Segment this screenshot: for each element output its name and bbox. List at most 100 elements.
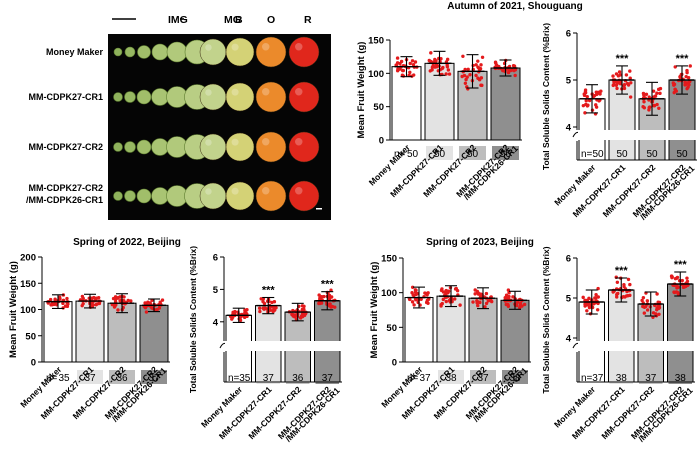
y-axis-label: Mean Fruit Weight (g): [356, 42, 367, 139]
data-point: [245, 307, 249, 312]
data-point: [158, 300, 162, 304]
data-point: [414, 298, 418, 302]
n-label: 35: [58, 373, 70, 384]
data-point: [144, 310, 149, 314]
data-point: [618, 73, 623, 77]
data-point: [400, 73, 405, 77]
data-point: [410, 285, 415, 289]
data-point: [445, 63, 449, 67]
bar-break-gap: [638, 130, 666, 140]
bar: [139, 304, 169, 363]
data-point: [479, 63, 483, 67]
y-axis-label: Total Soluble Solids Content (%Brix): [188, 246, 198, 393]
data-point: [446, 68, 451, 72]
data-point: [425, 293, 429, 297]
fruit-highlight: [295, 43, 303, 51]
n-prefix: n=: [581, 373, 593, 384]
tomato-fruit: [124, 91, 136, 103]
data-point: [441, 65, 445, 70]
y-tick-label: 100: [20, 305, 36, 316]
significance-mark: ***: [321, 279, 335, 291]
n-label: 37: [263, 373, 275, 384]
data-point: [65, 296, 69, 301]
data-point: [583, 111, 587, 115]
data-point: [441, 290, 446, 294]
x-category-label: MM-CDPK27-CR2: [276, 384, 333, 441]
data-point: [50, 301, 54, 306]
n-box: [668, 370, 692, 384]
significance-mark: ***: [615, 265, 629, 277]
data-point: [503, 295, 507, 300]
data-point: [480, 55, 485, 60]
tomato-fruit: [199, 83, 227, 111]
data-point: [622, 86, 627, 91]
data-point: [458, 303, 462, 307]
data-point: [330, 304, 335, 309]
n-label: 35: [239, 373, 251, 384]
data-point: [672, 290, 676, 294]
fruit-highlight: [262, 187, 270, 195]
data-point: [444, 299, 448, 304]
data-point: [652, 103, 656, 108]
data-point: [230, 317, 234, 321]
tomato-fruit: [113, 92, 123, 102]
data-point: [61, 301, 65, 306]
n-label: 37: [592, 373, 604, 384]
data-point: [642, 311, 647, 315]
y-tick-label: 4: [213, 317, 219, 328]
data-point: [299, 314, 304, 318]
chart-title: Autumn of 2021, Shouguang: [447, 1, 583, 12]
data-point: [317, 301, 321, 306]
data-point: [685, 279, 690, 284]
data-point: [160, 298, 165, 302]
n-label: 50: [407, 149, 419, 160]
data-point: [317, 293, 321, 297]
x-category-label: MM-CDPK27-CR1: [570, 384, 627, 441]
fruit-highlight: [231, 138, 239, 146]
data-point: [396, 67, 400, 71]
data-point: [400, 68, 405, 73]
tomato-fruit: [113, 142, 123, 152]
n-box: [141, 370, 167, 384]
photo-row-label: /MM-CDPK26-CR1: [26, 195, 103, 205]
bar-break-gap: [284, 341, 312, 351]
y-tick-label: 0: [379, 136, 384, 147]
data-point: [48, 297, 53, 302]
data-point: [683, 80, 687, 85]
data-point: [479, 292, 483, 296]
x-category-label: MM-CDPK27-CR1: [217, 384, 274, 441]
data-point: [453, 297, 457, 301]
y-tick-label: 0: [392, 358, 397, 369]
n-box: [459, 146, 486, 160]
data-point: [474, 73, 478, 78]
data-point: [628, 95, 633, 99]
n-label: 38: [509, 373, 521, 384]
data-point: [622, 84, 626, 88]
bar-break-gap: [313, 341, 341, 351]
data-point: [681, 285, 686, 290]
tomato-fruit: [288, 131, 320, 163]
data-point: [676, 292, 681, 296]
tomato-fruit: [113, 191, 123, 201]
n-label: 50: [646, 149, 658, 160]
y-tick-label: 6: [566, 29, 571, 40]
data-point: [465, 75, 469, 79]
fruit-highlight: [262, 88, 270, 96]
data-point: [430, 68, 434, 72]
scale-bar: [316, 208, 322, 210]
data-point: [441, 297, 446, 302]
data-point: [126, 298, 130, 303]
n-box: [438, 370, 464, 384]
bar: [667, 283, 694, 383]
data-point: [628, 282, 632, 287]
n-box: [470, 370, 496, 384]
data-point: [410, 300, 415, 304]
bar-break-gap: [254, 341, 282, 351]
photo-row-label: MM-CDPK27-CR2: [28, 142, 103, 152]
data-point: [648, 105, 652, 109]
bar: [75, 300, 105, 363]
tomato-fruit: [199, 182, 227, 210]
data-point: [429, 51, 433, 55]
